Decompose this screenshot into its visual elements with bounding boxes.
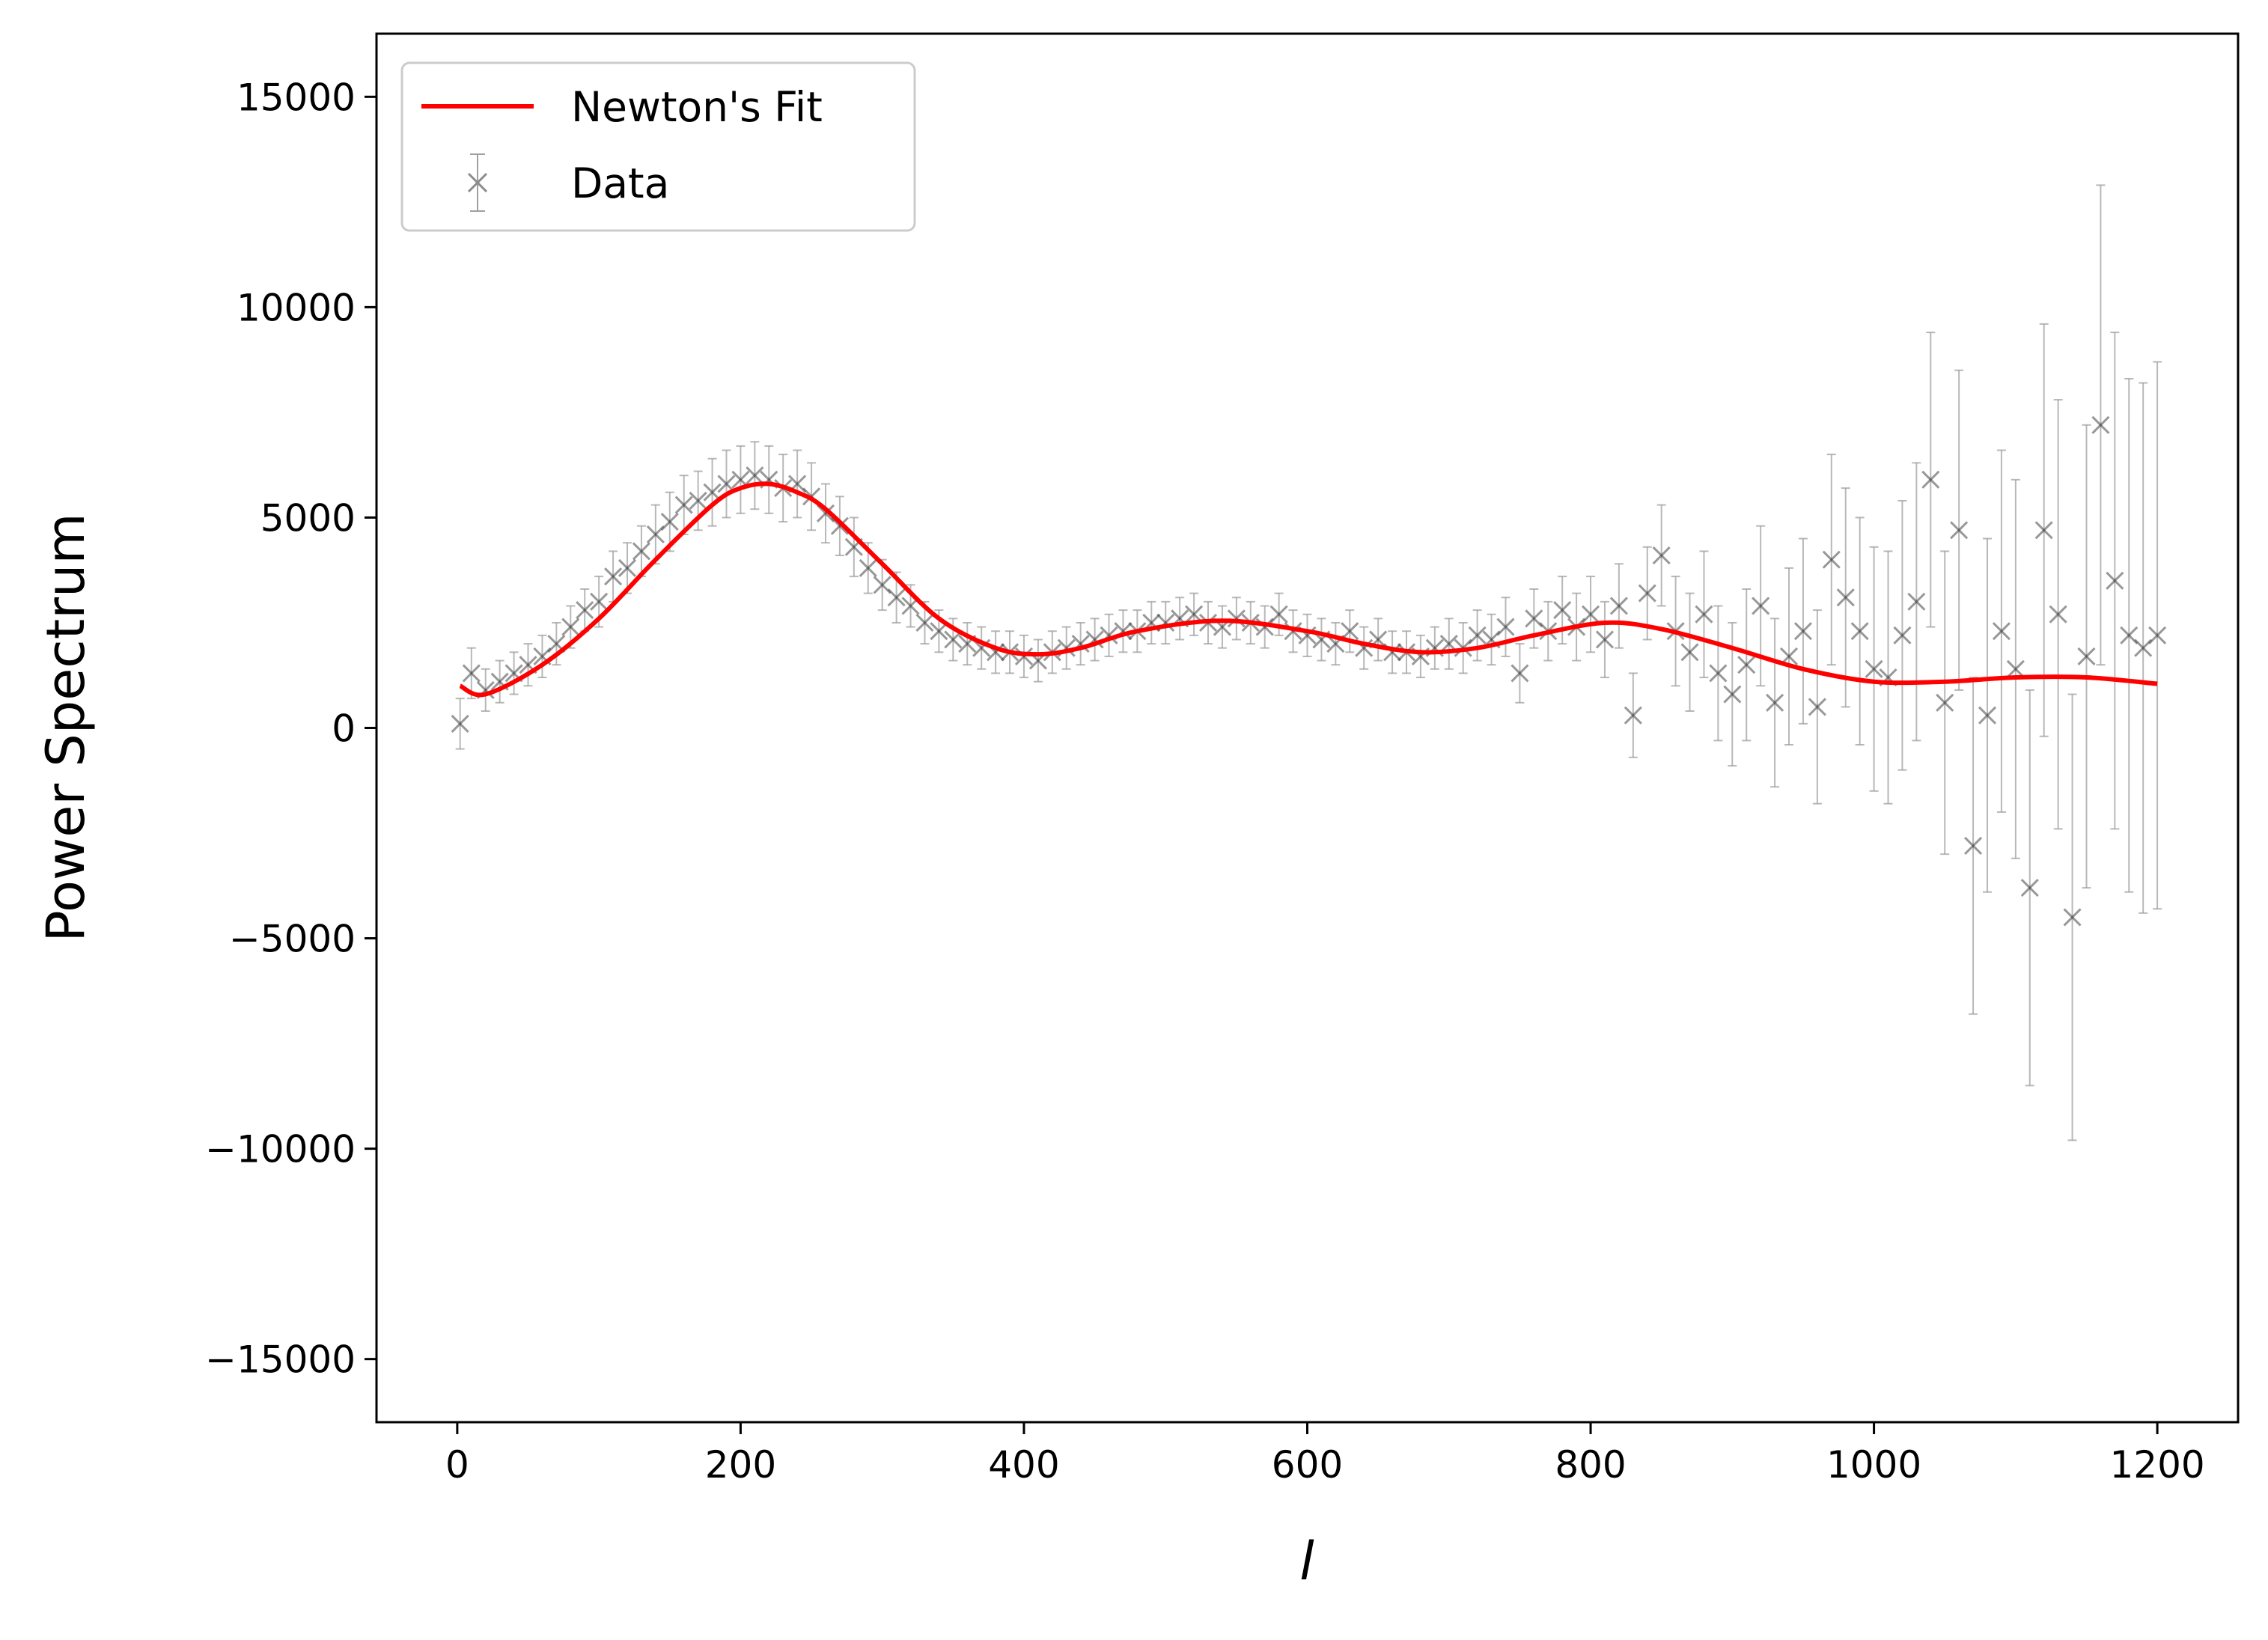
data-point (1624, 672, 1642, 758)
data-point (1439, 618, 1458, 670)
x-tick-label: 1000 (1826, 1443, 1921, 1487)
x-tick-label: 0 (445, 1443, 469, 1487)
x-tick-label: 200 (705, 1443, 776, 1487)
data-point (1511, 643, 1529, 704)
data-point (1595, 600, 1615, 679)
data-point (1695, 550, 1713, 679)
x-axis-ticks: 0 200 400 600 800 1000 1200 (445, 1422, 2205, 1487)
data-point (2063, 693, 2082, 1141)
data-point (618, 542, 637, 594)
data-point (1014, 634, 1034, 679)
fit-line-layer (459, 481, 2158, 698)
data-point (1865, 546, 1883, 792)
data-point (1907, 462, 1926, 742)
data-point (1950, 369, 1969, 691)
data-point (1709, 605, 1728, 742)
legend-data-label: Data (571, 159, 669, 207)
data-point (1652, 504, 1671, 607)
x-axis-label: l (1299, 1531, 1314, 1592)
data-point (2106, 332, 2124, 830)
fit-line (459, 481, 2158, 698)
data-point (1978, 537, 1997, 893)
data-point (1609, 563, 1628, 649)
data-point (1341, 609, 1359, 653)
data-point (476, 668, 495, 713)
y-tick-label: −5000 (229, 918, 356, 961)
data-point (632, 525, 650, 578)
data-point (1921, 332, 1940, 628)
data-point (1752, 525, 1770, 687)
data-point (1936, 550, 1954, 856)
data-point (1850, 516, 1869, 746)
data-point (1822, 454, 1841, 666)
y-tick-label: 15000 (237, 76, 356, 119)
data-point (1680, 592, 1699, 713)
y-tick-label: 10000 (237, 286, 356, 329)
data-points-layer (451, 184, 2167, 1141)
y-axis-ticks: 15000 10000 5000 0 −5000 −10000 −15000 (205, 76, 377, 1382)
x-tick-label: 800 (1555, 1443, 1626, 1487)
y-axis-label: Power Spectrum (35, 513, 97, 942)
data-point (1468, 609, 1487, 662)
data-point (703, 457, 722, 527)
legend: Newton's Fit Data (400, 61, 916, 232)
data-point (1737, 588, 1756, 742)
data-point (1496, 597, 1515, 657)
data-point (2091, 184, 2110, 666)
data-point (1964, 677, 1983, 1015)
data-point (2148, 361, 2167, 910)
legend-fit-label: Newton's Fit (571, 83, 823, 131)
y-tick-label: 0 (332, 707, 356, 751)
data-point (1766, 618, 1784, 788)
data-point (830, 496, 849, 557)
y-tick-label: −10000 (205, 1128, 356, 1171)
data-point (987, 630, 1005, 674)
data-point (2049, 399, 2067, 830)
data-point (1553, 576, 1572, 645)
data-point (2006, 478, 2025, 859)
y-tick-label: 5000 (260, 496, 356, 540)
data-point (1071, 621, 1090, 666)
y-tick-label: −15000 (205, 1338, 356, 1382)
x-tick-label: 1200 (2109, 1443, 2204, 1487)
x-tick-label: 600 (1272, 1443, 1343, 1487)
data-point (2034, 323, 2053, 737)
x-tick-label: 400 (988, 1443, 1059, 1487)
data-point (674, 475, 693, 535)
data-point (462, 647, 481, 700)
data-point (2020, 689, 2039, 1087)
data-point (1581, 576, 1600, 653)
data-point (1227, 597, 1246, 641)
data-point (1808, 609, 1826, 805)
data-point (660, 491, 679, 552)
data-point (1992, 449, 2011, 813)
data-point (1793, 537, 1813, 725)
data-point (1836, 487, 1855, 708)
legend-data-swatch (467, 153, 488, 212)
data-point (1893, 499, 1912, 771)
data-point (746, 441, 764, 510)
data-point (2077, 424, 2096, 889)
data-point (451, 698, 469, 750)
